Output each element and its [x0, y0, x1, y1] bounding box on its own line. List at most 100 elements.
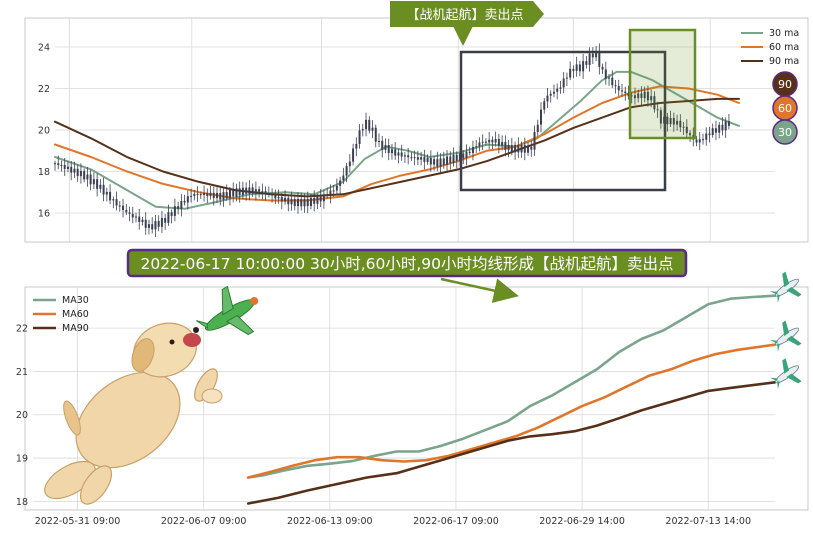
candle-body [520, 145, 523, 153]
candle-body [297, 198, 299, 207]
x-tick-label: 2022-07-13 14:00 [665, 516, 751, 527]
legend-label-90ma: 90 ma [769, 56, 799, 67]
candle-body [170, 212, 173, 216]
candle-body [543, 101, 546, 110]
candle-body [284, 197, 287, 202]
candle-body [368, 119, 371, 131]
candle-body [685, 126, 688, 134]
candle-body [446, 156, 449, 165]
candle-body [416, 157, 419, 160]
candle-body [410, 157, 413, 159]
legend-label-MA60: MA60 [62, 309, 89, 320]
ma-badges: 90 60 30 [772, 71, 798, 145]
legend-label-60ma: 60 ma [769, 42, 799, 53]
candle-body [228, 189, 231, 199]
toy-airplane-wing [221, 285, 255, 336]
candle-body [471, 147, 474, 153]
price-panel: 16 18 20 22 24 【战机起航】卖出点 30 ma 60 ma 90 ma 9… [24, 1, 809, 243]
candle-body [494, 138, 497, 143]
candle-body [727, 121, 730, 126]
candle-body [556, 88, 559, 92]
candle-body [118, 205, 121, 207]
line-end-airplanes [769, 271, 802, 390]
bottom-callout-label: 2022-06-17 10:00:00 30小时,60小时,90小时均线形成【战… [140, 255, 673, 273]
candle-body [79, 170, 82, 177]
airplane-tail [769, 377, 780, 390]
toy-airplane-tail [196, 320, 209, 329]
candle-body [423, 157, 426, 162]
candle-body [261, 191, 264, 193]
bottom-callout-arrow [440, 277, 519, 303]
candle-body [293, 199, 296, 207]
candle-body [436, 159, 439, 167]
candle-body [345, 166, 348, 176]
candle-body [468, 151, 471, 153]
toy-airplane-propeller [250, 297, 259, 305]
legend-label-MA30: MA30 [62, 295, 89, 306]
candle-body [478, 142, 481, 147]
candle-body [601, 66, 604, 70]
airplane-wing [782, 320, 802, 346]
ma-panel-lines [246, 294, 777, 505]
candle-body [125, 210, 128, 213]
candle-body [481, 141, 484, 143]
dog-hind-leg [79, 465, 113, 505]
candle-body [196, 193, 199, 195]
candle-body [630, 95, 633, 97]
candle-body [206, 193, 209, 197]
series-line-ma60 [246, 343, 777, 479]
candle-body [695, 139, 698, 143]
airplane-wing [782, 358, 802, 384]
candle-body [585, 61, 588, 65]
candle-body [199, 194, 202, 196]
y-tick-label: 20 [16, 410, 28, 421]
candle-body [650, 96, 653, 101]
signal-box-green [628, 28, 697, 140]
candle-body [177, 206, 180, 209]
candle-body [666, 116, 669, 125]
candle-body [705, 133, 708, 140]
candle-body [455, 154, 458, 161]
ma-zoom-panel: 18 19 20 21 22 2022-05-31 09:00 2022-06-07 09… [16, 271, 809, 527]
candle-body [76, 168, 79, 177]
y-tick-label: 16 [38, 208, 50, 219]
candle-body [222, 192, 225, 200]
y-tick-label: 20 [38, 126, 50, 137]
candle-body [711, 128, 714, 136]
candle-body [332, 190, 335, 192]
candle-body [358, 130, 361, 145]
signal-box-dark [459, 50, 667, 192]
x-tick-label: 2022-06-13 09:00 [287, 516, 373, 527]
candle-body [306, 198, 309, 207]
dog-mouth [183, 333, 201, 347]
candle-body [488, 139, 491, 143]
series-line-60-ma [54, 85, 740, 202]
candle-body [287, 197, 290, 205]
candle-body [559, 87, 562, 89]
candle-body [89, 174, 92, 185]
candle-body [254, 189, 257, 193]
candle-body [546, 95, 549, 102]
candle-body [578, 64, 581, 72]
candle-body [313, 197, 316, 204]
candle-body [407, 155, 410, 158]
candle-body [70, 166, 73, 173]
candle-body [598, 50, 601, 67]
candle-body [264, 191, 267, 194]
candle-body [271, 194, 274, 196]
candle-body [484, 141, 487, 143]
candle-body [241, 187, 244, 196]
candle-body [514, 144, 517, 153]
candle-body [63, 164, 66, 169]
candle-body [604, 69, 607, 79]
candle-body [653, 96, 656, 110]
candle-body [86, 174, 89, 180]
candle-body [219, 192, 222, 200]
candle-body [721, 124, 724, 131]
candle-body [335, 185, 338, 191]
candle-body [147, 224, 150, 228]
price-panel-legend: 30 ma 60 ma 90 ma [741, 28, 799, 67]
candle-body [258, 189, 261, 193]
candle-body [54, 163, 56, 165]
